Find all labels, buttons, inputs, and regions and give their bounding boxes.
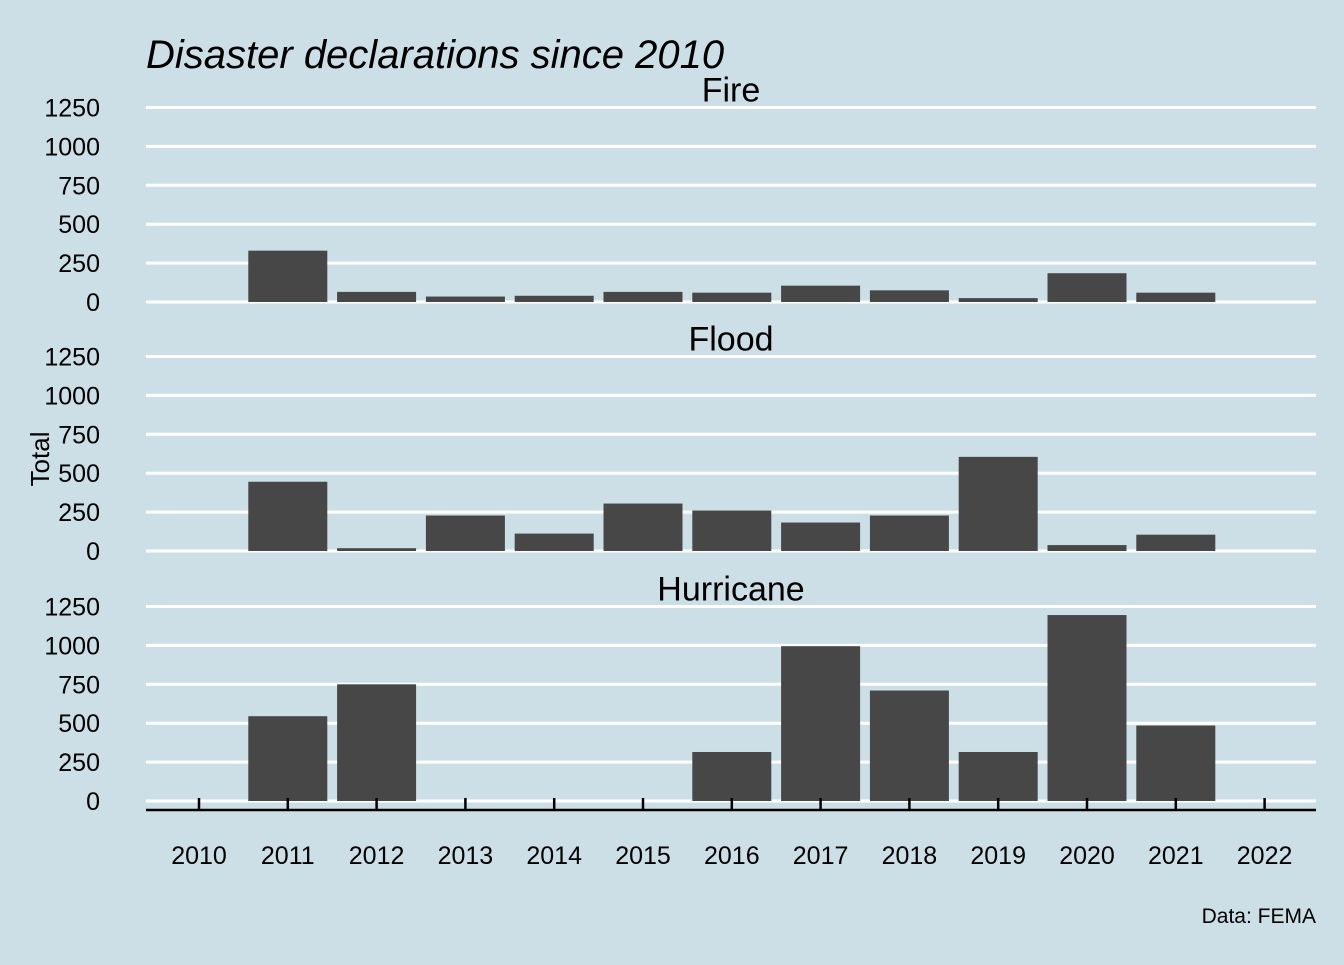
x-tick-label-2018: 2018 [882,842,938,870]
fire-bar-2018 [869,290,949,302]
fire-bar-2016 [692,292,772,302]
x-tick-label-2014: 2014 [526,842,582,870]
x-tick-label-2019: 2019 [970,842,1026,870]
hurricane-bar-2019 [958,751,1038,801]
fire-y-tick-label-0: 0 [86,289,100,317]
hurricane-bar-2011 [248,716,328,801]
flood-bar-2014 [514,533,594,551]
y-axis-label: Total [25,432,55,487]
x-tick-label-2020: 2020 [1059,842,1115,870]
fire-y-tick-label-250: 250 [58,250,100,278]
hurricane-bar-2016 [692,751,772,801]
x-tick-label-2015: 2015 [615,842,671,870]
fire-bar-2013 [425,296,505,302]
flood-bar-2020 [1047,545,1127,551]
flood-bar-2013 [425,515,505,551]
fire-y-tick-label-500: 500 [58,211,100,239]
fire-bar-2021 [1136,292,1216,302]
flood-bar-2015 [603,503,683,551]
x-tick-label-2013: 2013 [438,842,494,870]
flood-bar-2017 [781,522,861,551]
flood-y-tick-label-0: 0 [86,538,100,566]
fire-bar-2017 [781,285,861,302]
hurricane-panel-title: Hurricane [657,571,804,609]
x-tick-label-2021: 2021 [1148,842,1204,870]
flood-bar-2016 [692,510,772,551]
hurricane-y-tick-label-750: 750 [58,671,100,699]
flood-y-tick-label-500: 500 [58,460,100,488]
hurricane-y-tick-label-1250: 1250 [44,594,100,622]
caption: Data: FEMA [1202,905,1316,928]
flood-panel-title: Flood [688,321,773,359]
hurricane-bar-2017 [781,646,861,801]
hurricane-y-tick-label-500: 500 [58,710,100,738]
hurricane-y-tick-label-1000: 1000 [44,632,100,660]
hurricane-bar-2018 [869,690,949,801]
flood-bar-2018 [869,515,949,551]
flood-y-tick-label-1000: 1000 [44,382,100,410]
chart-title: Disaster declarations since 2010 [146,33,724,77]
flood-bar-2012 [337,548,417,551]
x-tick-label-2016: 2016 [704,842,760,870]
flood-y-tick-label-750: 750 [58,421,100,449]
x-tick-label-2012: 2012 [349,842,405,870]
hurricane-bar-2020 [1047,615,1127,801]
hurricane-y-tick-label-250: 250 [58,749,100,777]
fire-panel-title: Fire [702,72,761,110]
fire-bar-2020 [1047,273,1127,302]
flood-bar-2021 [1136,534,1216,551]
fire-bar-2011 [248,250,328,302]
x-tick-label-2017: 2017 [793,842,849,870]
fire-bar-2014 [514,295,594,302]
fire-y-tick-label-750: 750 [58,172,100,200]
x-tick-label-2022: 2022 [1237,842,1293,870]
hurricane-y-tick-label-0: 0 [86,788,100,816]
flood-bar-2019 [958,456,1038,551]
x-tick-label-2011: 2011 [261,842,315,870]
flood-y-tick-label-1250: 1250 [44,344,100,372]
flood-y-tick-label-250: 250 [58,499,100,527]
fire-bar-2019 [958,298,1038,302]
x-tick-label-2010: 2010 [171,842,227,870]
fire-y-tick-label-1000: 1000 [44,133,100,161]
hurricane-bar-2021 [1136,725,1216,801]
fire-y-tick-label-1250: 1250 [44,95,100,123]
fire-bar-2015 [603,291,683,302]
hurricane-bar-2012 [337,684,417,801]
flood-bar-2011 [248,481,328,551]
fire-bar-2012 [337,291,417,302]
